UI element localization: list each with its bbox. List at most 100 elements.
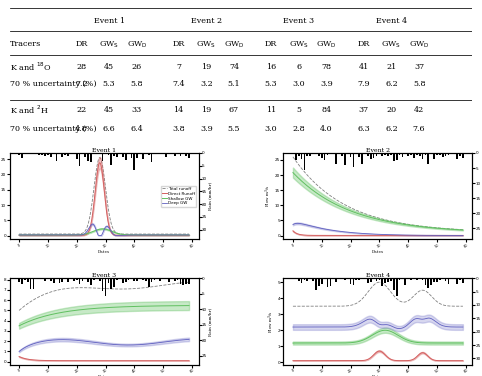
Text: 6.2: 6.2 <box>385 80 398 88</box>
Bar <box>393 153 395 161</box>
Bar <box>416 153 418 155</box>
Bar <box>44 153 46 156</box>
Bar <box>125 278 127 282</box>
Bar <box>119 153 121 155</box>
Bar <box>27 153 28 154</box>
Bar <box>407 153 409 156</box>
Bar <box>105 278 107 296</box>
Text: DR: DR <box>173 40 185 49</box>
Bar <box>396 278 398 296</box>
Bar <box>107 153 109 155</box>
Bar <box>439 278 441 280</box>
Text: 11: 11 <box>266 106 276 114</box>
Bar <box>304 278 305 280</box>
Bar <box>136 153 138 158</box>
Bar <box>384 278 386 284</box>
Text: 5.3: 5.3 <box>103 80 115 88</box>
Bar <box>47 153 49 155</box>
Bar <box>56 153 57 161</box>
Bar <box>445 153 446 156</box>
Bar <box>116 278 118 280</box>
Bar <box>399 278 401 280</box>
Text: K and $^{18}$O: K and $^{18}$O <box>10 61 52 73</box>
Bar <box>330 278 331 286</box>
Y-axis label: Rain (mm/hr): Rain (mm/hr) <box>209 307 213 336</box>
Text: 42: 42 <box>414 106 424 114</box>
Bar <box>433 278 435 282</box>
Y-axis label: Flow m$^3$/s: Flow m$^3$/s <box>0 310 2 333</box>
Text: 14: 14 <box>174 106 184 114</box>
Text: 3.9: 3.9 <box>320 80 333 88</box>
Text: 74: 74 <box>229 63 239 71</box>
Text: 7.6: 7.6 <box>413 125 426 133</box>
Bar <box>375 153 377 156</box>
Bar <box>165 153 167 157</box>
Text: 5.1: 5.1 <box>228 80 241 88</box>
Bar <box>61 153 63 157</box>
Bar <box>358 153 360 156</box>
Bar <box>419 153 421 156</box>
Bar <box>410 153 412 155</box>
Bar <box>416 278 418 280</box>
Bar <box>67 153 69 156</box>
Text: 7.4: 7.4 <box>172 80 185 88</box>
Bar <box>350 278 351 284</box>
Bar <box>151 278 152 282</box>
Text: 4.8: 4.8 <box>75 125 88 133</box>
Bar <box>425 153 426 155</box>
Bar <box>180 153 181 156</box>
Text: 70 % uncertainty (%): 70 % uncertainty (%) <box>10 125 96 133</box>
Bar <box>99 278 101 280</box>
Text: 3.8: 3.8 <box>172 125 185 133</box>
Bar <box>76 153 78 159</box>
Bar <box>168 278 170 282</box>
Text: Event 4: Event 4 <box>376 17 407 25</box>
Bar <box>352 278 354 285</box>
Bar <box>131 153 132 158</box>
Bar <box>373 153 375 158</box>
Title: Event 2: Event 2 <box>366 147 390 153</box>
Text: 33: 33 <box>132 106 142 114</box>
Text: 26: 26 <box>132 63 142 71</box>
Bar <box>312 278 314 281</box>
Bar <box>27 278 28 282</box>
Bar <box>41 153 43 155</box>
Bar <box>18 153 20 155</box>
Bar <box>67 278 69 282</box>
Bar <box>321 278 322 284</box>
Bar <box>436 278 438 282</box>
Bar <box>425 278 426 285</box>
Text: GW$_\mathrm{S}$: GW$_\mathrm{S}$ <box>289 39 309 50</box>
Bar <box>90 153 92 162</box>
Bar <box>387 278 389 282</box>
Text: 41: 41 <box>359 63 369 71</box>
Bar <box>58 278 60 284</box>
Bar <box>459 278 461 280</box>
Bar <box>21 153 23 158</box>
Bar <box>125 153 127 160</box>
Bar <box>410 278 412 280</box>
Bar <box>381 278 383 286</box>
X-axis label: Dates: Dates <box>372 250 384 254</box>
Bar <box>84 153 86 158</box>
Bar <box>134 153 135 170</box>
Bar <box>160 278 161 281</box>
Bar <box>344 153 346 165</box>
Bar <box>157 153 158 154</box>
Bar <box>61 278 63 282</box>
Text: 5.5: 5.5 <box>228 125 241 133</box>
Text: 6.4: 6.4 <box>131 125 143 133</box>
Bar <box>315 278 317 290</box>
Text: Event 1: Event 1 <box>94 17 125 25</box>
Bar <box>53 278 54 283</box>
Bar <box>462 278 464 283</box>
Bar <box>367 278 369 283</box>
Bar <box>298 153 300 156</box>
Text: 6: 6 <box>296 63 301 71</box>
Title: Event 4: Event 4 <box>366 273 390 278</box>
Bar <box>381 153 383 156</box>
Text: 5: 5 <box>296 106 301 114</box>
Text: 5.8: 5.8 <box>413 80 426 88</box>
Bar <box>321 153 322 158</box>
X-axis label: Dates: Dates <box>98 375 110 376</box>
